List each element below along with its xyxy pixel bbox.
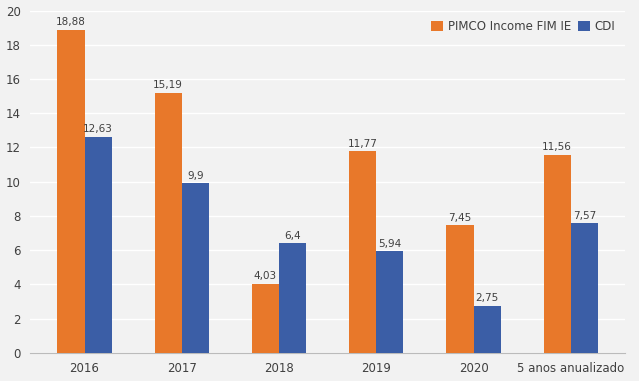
Text: 2,75: 2,75 <box>475 293 499 303</box>
Bar <box>252 284 279 353</box>
Bar <box>181 183 209 353</box>
Text: 5,94: 5,94 <box>378 239 401 248</box>
Bar <box>544 155 571 353</box>
Text: 7,45: 7,45 <box>449 213 472 223</box>
Bar <box>571 223 598 353</box>
Bar <box>58 30 84 353</box>
Bar <box>473 306 501 353</box>
Text: 11,77: 11,77 <box>348 139 378 149</box>
Text: 12,63: 12,63 <box>83 124 113 134</box>
Text: 7,57: 7,57 <box>573 211 596 221</box>
Bar <box>446 225 473 353</box>
Text: 18,88: 18,88 <box>56 17 86 27</box>
Text: 6,4: 6,4 <box>284 231 301 241</box>
Bar <box>279 243 306 353</box>
Text: 15,19: 15,19 <box>153 80 183 90</box>
Bar <box>376 251 403 353</box>
Bar <box>349 151 376 353</box>
Text: 4,03: 4,03 <box>254 271 277 281</box>
Bar <box>155 93 181 353</box>
Text: 11,56: 11,56 <box>542 142 572 152</box>
Legend: PIMCO Income FIM IE, CDI: PIMCO Income FIM IE, CDI <box>428 16 619 37</box>
Text: 9,9: 9,9 <box>187 171 204 181</box>
Bar <box>84 137 112 353</box>
